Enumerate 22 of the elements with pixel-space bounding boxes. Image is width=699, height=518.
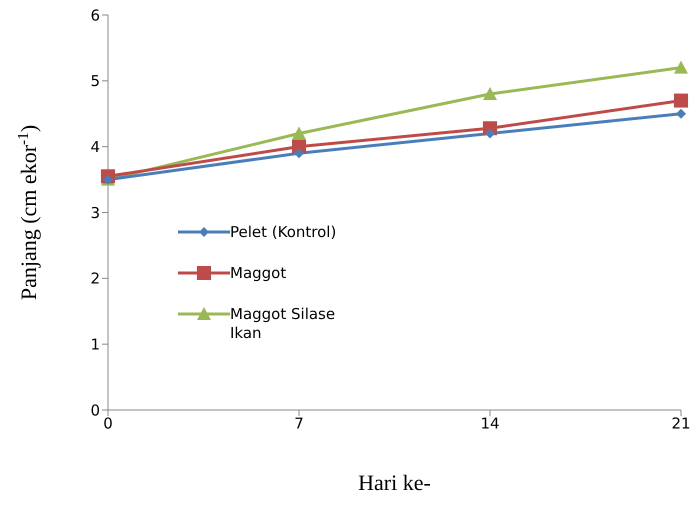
point	[292, 126, 306, 140]
point	[485, 128, 495, 138]
y-tick-label: 5	[90, 72, 100, 90]
y-tick-label: 1	[90, 335, 100, 354]
y-tick-label: 2	[90, 270, 100, 288]
x-tick-label: 0	[103, 414, 113, 433]
y-tick-label: 6	[90, 6, 100, 24]
point	[294, 148, 304, 158]
point	[676, 108, 686, 119]
y-tick-label: 3	[90, 204, 100, 222]
point	[483, 87, 497, 100]
point	[674, 60, 688, 74]
x-axis-title: Hari ke-	[358, 470, 431, 495]
legend-label: Pelet (Kontrol)	[230, 223, 338, 242]
point	[674, 94, 688, 108]
x-tick-label: 21	[671, 414, 691, 433]
y-tick-label: 4	[90, 138, 100, 156]
legend-label: Maggot Silase Ikan	[230, 305, 336, 343]
x-tick-label: 7	[294, 414, 304, 433]
x-tick-label: 14	[480, 414, 500, 433]
y-tick-label: 0	[90, 401, 100, 420]
legend-label: Maggot	[230, 264, 288, 283]
